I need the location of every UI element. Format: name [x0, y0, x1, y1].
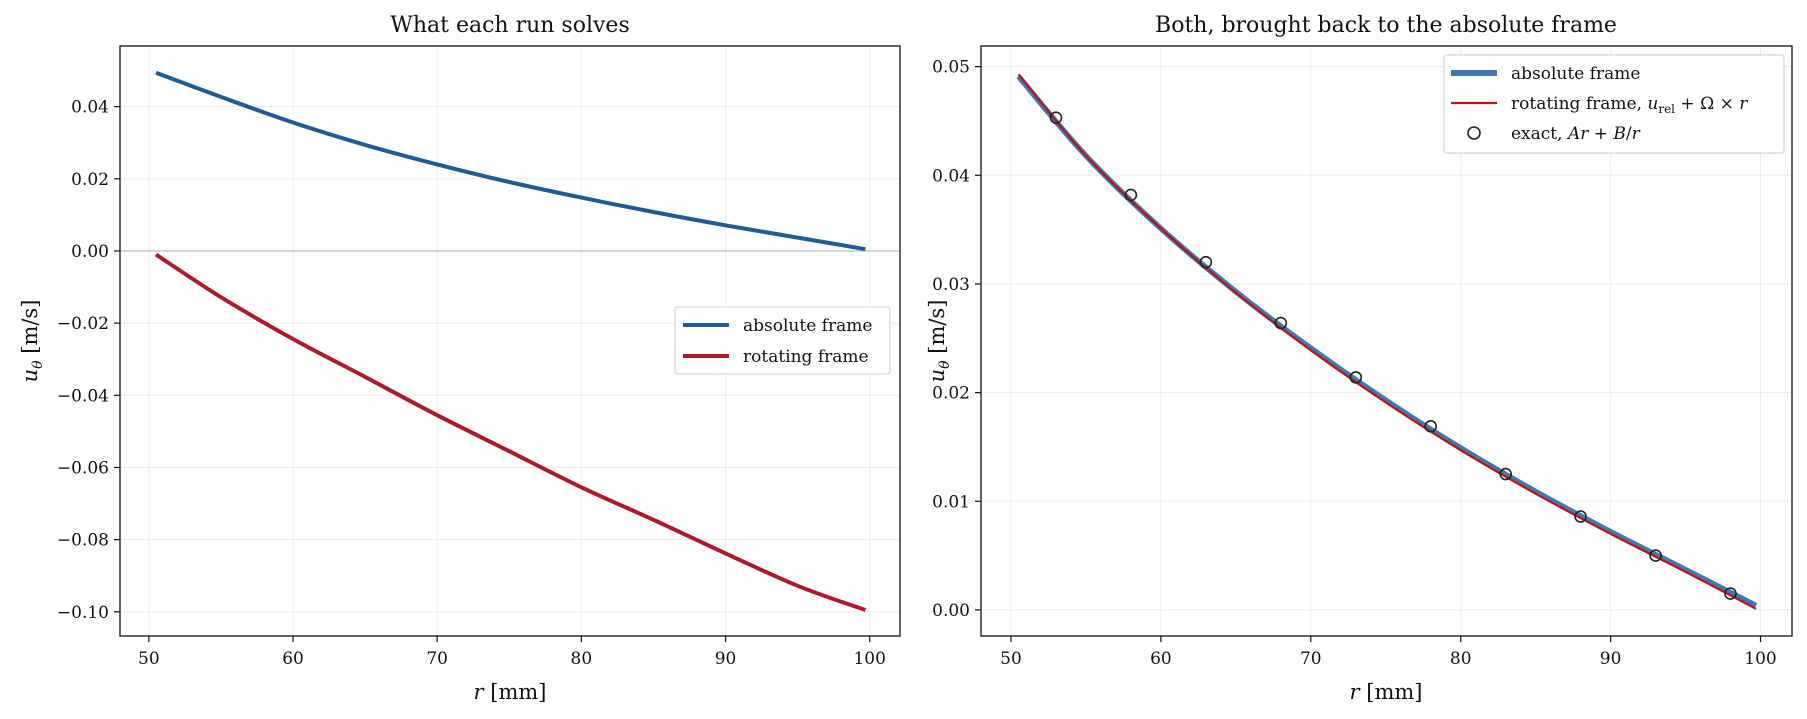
x-tick-label: 50	[138, 649, 160, 669]
exact-solution-marker	[1424, 419, 1437, 433]
y-tick-label: 0.04	[71, 98, 109, 118]
rotating-frame-series-line	[154, 252, 867, 612]
x-tick-label: 100	[853, 649, 885, 669]
x-tick-label: 60	[1150, 649, 1172, 669]
left-axes-frame	[119, 45, 901, 637]
y-tick-label: 0.05	[932, 58, 970, 78]
right-y-axis-label: uθ [m/s]	[925, 300, 953, 383]
exact-solution-marker	[1199, 255, 1213, 269]
exact-solution-marker	[1649, 549, 1662, 562]
left-legend-label-absolute: absolute frame	[743, 316, 872, 336]
left-legend-label-rotating: rotating frame	[743, 347, 869, 367]
left-y-axis-label: uθ [m/s]	[18, 300, 46, 383]
exact-solution-marker	[1574, 510, 1587, 523]
y-tick-label: −0.10	[57, 603, 109, 623]
right-exact-markers	[1049, 111, 1737, 600]
y-tick-label: 0.02	[932, 384, 970, 404]
left-panel: 50 60 70 80 90 100 0.04 0.02 0.00 −0.02 −0.04 −0.0…	[18, 13, 901, 704]
x-tick-label: 70	[1300, 649, 1322, 669]
absolute-frame-series-line	[1016, 74, 1758, 609]
left-x-axis-label: r [mm]	[474, 680, 547, 704]
y-tick-label: −0.02	[57, 314, 109, 334]
left-x-ticks: 50 60 70 80 90 100	[138, 636, 886, 669]
right-legend: absolute frame rotating frame, urel + Ω …	[1443, 54, 1785, 154]
left-legend: absolute frame rotating frame	[674, 306, 891, 375]
right-axes-frame	[980, 45, 1793, 637]
left-chart-title: What each run solves	[390, 13, 630, 38]
exact-solution-marker	[1274, 316, 1288, 330]
right-legend-label-absolute: absolute frame	[1511, 64, 1640, 84]
x-tick-label: 60	[282, 649, 304, 669]
y-tick-label: 0.04	[932, 166, 970, 186]
right-chart-title: Both, brought back to the absolute frame	[1155, 13, 1617, 38]
right-gridlines	[981, 46, 1792, 636]
x-tick-label: 80	[571, 649, 593, 669]
right-legend-label-rotating: rotating frame, urel + Ω × r	[1511, 94, 1748, 116]
x-tick-label: 70	[426, 649, 448, 669]
right-legend-swatch-exact	[1467, 126, 1481, 140]
x-tick-label: 50	[1000, 649, 1022, 669]
y-tick-label: 0.03	[932, 275, 970, 295]
exact-solution-marker	[1724, 587, 1737, 600]
x-tick-label: 90	[715, 649, 737, 669]
y-tick-label: −0.06	[57, 458, 109, 478]
right-x-axis-label: r [mm]	[1350, 680, 1423, 704]
exact-solution-marker	[1349, 371, 1363, 384]
y-tick-label: 0.01	[932, 492, 970, 512]
x-tick-label: 100	[1744, 649, 1776, 669]
y-tick-label: −0.04	[57, 386, 109, 406]
exact-solution-marker	[1124, 188, 1138, 202]
y-tick-label: −0.08	[57, 531, 109, 551]
exact-solution-marker	[1049, 111, 1063, 124]
x-tick-label: 90	[1600, 649, 1622, 669]
y-tick-label: 0.02	[71, 170, 109, 190]
right-legend-label-exact: exact, Ar + B/r	[1511, 124, 1641, 144]
y-tick-label: 0.00	[932, 601, 970, 621]
exact-solution-marker	[1499, 467, 1512, 481]
left-plot-lines	[154, 70, 867, 612]
right-panel: 50 60 70 80 90 100 0.05 0.04 0.03 0.02 0.01 0.00 B…	[925, 13, 1793, 704]
right-plot-lines	[1016, 73, 1758, 610]
rotating-frame-series-line	[1017, 73, 1757, 610]
absolute-frame-series-line	[155, 70, 866, 252]
right-y-ticks: 0.05 0.04 0.03 0.02 0.01 0.00	[932, 58, 981, 621]
y-tick-label: 0.00	[71, 242, 109, 262]
right-legend-box	[1443, 54, 1785, 154]
x-tick-label: 80	[1450, 649, 1472, 669]
left-y-ticks: 0.04 0.02 0.00 −0.02 −0.04 −0.06 −0.08 −0.10	[57, 98, 120, 623]
right-x-ticks: 50 60 70 80 90 100	[1000, 636, 1777, 669]
